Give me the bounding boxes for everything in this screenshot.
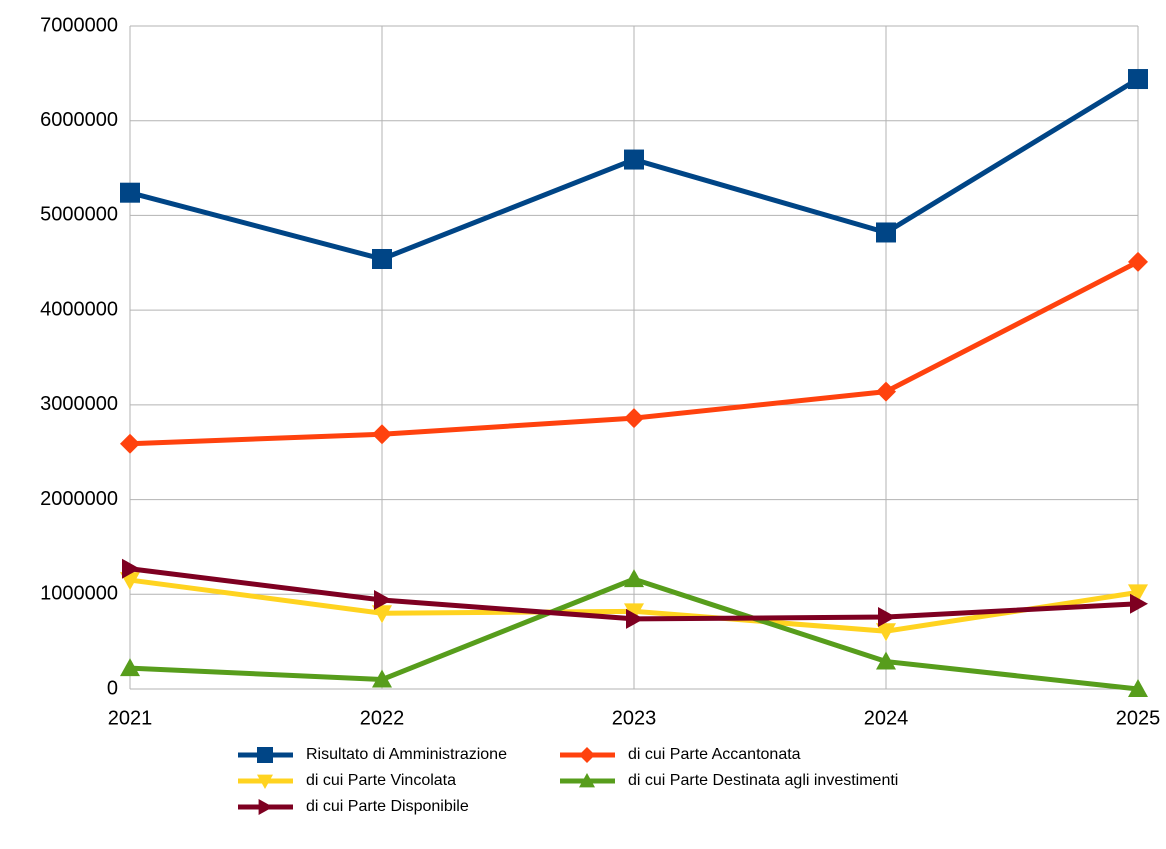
marker xyxy=(374,589,392,610)
marker xyxy=(579,773,595,788)
marker xyxy=(876,381,896,402)
marker xyxy=(372,669,392,688)
marker xyxy=(624,569,644,588)
marker xyxy=(122,558,140,579)
marker xyxy=(372,248,392,269)
x-tick-label: 2024 xyxy=(864,707,909,729)
marker xyxy=(257,774,273,789)
x-tick-label: 2023 xyxy=(612,707,657,729)
x-tick-label: 2025 xyxy=(1116,707,1161,729)
marker xyxy=(120,182,140,203)
marker xyxy=(258,799,273,815)
y-tick-label: 7000000 xyxy=(40,14,118,36)
marker xyxy=(878,607,896,628)
marker xyxy=(876,222,896,243)
legend-label: di cui Parte Disponibile xyxy=(306,798,469,815)
marker xyxy=(372,424,392,445)
marker xyxy=(876,651,896,670)
marker xyxy=(624,603,644,622)
marker xyxy=(1130,593,1148,614)
marker xyxy=(120,433,140,454)
legend-label: Risultato di Amministrazione xyxy=(306,746,507,763)
marker xyxy=(257,747,273,763)
y-tick-label: 1000000 xyxy=(40,583,118,605)
legend-label: di cui Parte Vincolata xyxy=(306,772,456,789)
marker xyxy=(876,623,896,642)
legend-label: di cui Parte Accantonata xyxy=(628,746,801,763)
x-tick-label: 2022 xyxy=(360,707,405,729)
marker xyxy=(624,408,644,429)
marker xyxy=(1128,69,1148,90)
y-tick-label: 0 xyxy=(107,677,118,699)
marker xyxy=(626,608,644,629)
y-tick-label: 2000000 xyxy=(40,488,118,510)
y-tick-label: 5000000 xyxy=(40,204,118,226)
marker xyxy=(1128,584,1148,603)
marker xyxy=(1128,251,1148,272)
legend-label: di cui Parte Destinata agli investimenti xyxy=(628,772,898,789)
marker xyxy=(624,149,644,170)
x-tick-label: 2021 xyxy=(108,707,153,729)
y-tick-label: 6000000 xyxy=(40,109,118,131)
y-tick-label: 3000000 xyxy=(40,393,118,415)
marker xyxy=(372,605,392,624)
marker xyxy=(579,747,595,763)
marker xyxy=(120,658,140,677)
marker xyxy=(1128,679,1148,697)
y-tick-label: 4000000 xyxy=(40,298,118,320)
